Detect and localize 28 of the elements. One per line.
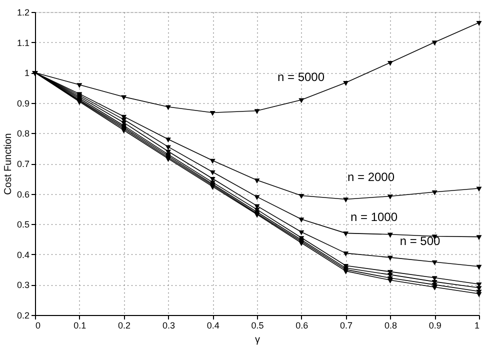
y-tick-label: 0.5 [16,220,30,230]
x-tick-label: 0 [36,320,41,330]
annotation: n = 2000 [347,170,395,184]
annotation: n = 500 [400,234,441,248]
x-tick-label: 0.2 [118,320,131,330]
x-tick-label: 0.7 [340,320,353,330]
x-tick-label: 0.6 [296,320,308,330]
y-tick-label: 0.7 [16,159,30,169]
y-tick-label: 0.6 [16,189,30,200]
y-tick-label: 0.2 [16,310,30,320]
annotation: n = 1000 [350,210,398,224]
y-tick-label: 0.3 [16,280,30,290]
y-tick-label: 0.4 [16,250,30,260]
x-tick-label: 0.5 [251,320,264,330]
x-tick-label: 0.4 [206,320,220,330]
y-tick-label: 1.2 [16,8,30,18]
annotation: n = 5000 [277,70,325,84]
y-axis-title: Cost Function [2,133,14,195]
x-tick-label: 1 [474,320,480,330]
x-axis-title: γ [255,334,260,346]
y-tick-label: 0.8 [16,128,30,139]
x-tick-label: 0.8 [384,320,397,330]
y-tick-label: 1 [24,68,30,78]
x-tick-label: 0.3 [162,320,175,330]
y-tick-label: 1.1 [16,38,30,48]
x-tick-label: 0.9 [428,320,442,330]
x-tick-label: 0.1 [74,320,86,330]
y-tick-label: 0.9 [16,98,30,108]
